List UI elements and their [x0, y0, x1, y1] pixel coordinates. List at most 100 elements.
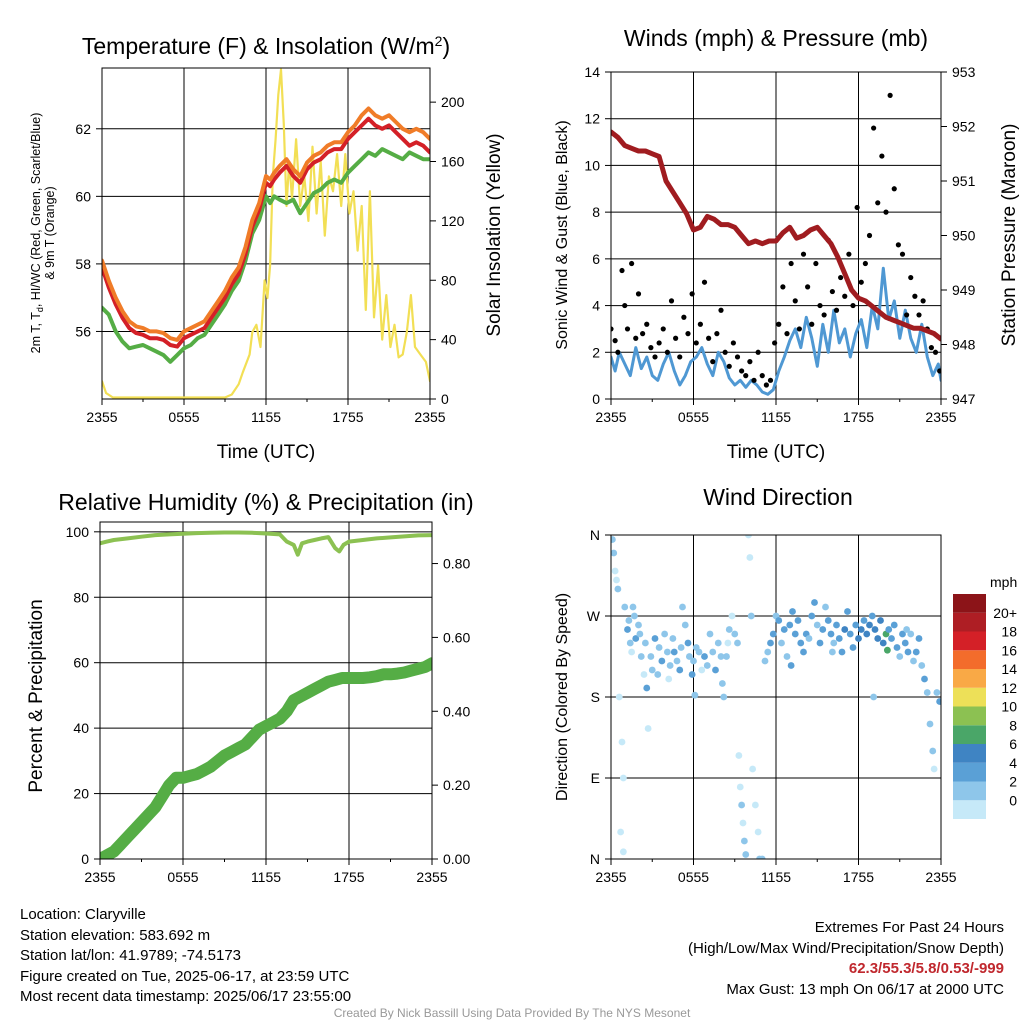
gust-point	[866, 232, 873, 239]
direction-point	[619, 774, 627, 782]
x-tick-label: 0555	[678, 409, 709, 425]
direction-point	[635, 621, 642, 629]
direction-point	[813, 621, 821, 629]
direction-point	[783, 653, 791, 660]
direction-point	[852, 621, 860, 629]
orange-series-line	[102, 106, 430, 342]
gust-point	[829, 288, 835, 295]
direction-point	[910, 657, 917, 665]
gust-point	[635, 291, 642, 297]
direction-point	[923, 689, 931, 696]
direction-point	[640, 671, 648, 678]
legend-swatch	[953, 612, 986, 632]
x-tick-label: 1155	[251, 869, 281, 885]
gust-point	[858, 279, 864, 285]
direction-point	[877, 617, 884, 624]
direction-point	[930, 765, 938, 773]
speed-legend-title: mph	[990, 574, 1017, 590]
direction-point	[824, 617, 832, 624]
direction-point	[691, 691, 699, 699]
gust-point	[800, 251, 807, 257]
direction-point	[684, 639, 692, 647]
direction-point	[841, 626, 849, 633]
gust-point	[656, 340, 662, 346]
direction-point	[787, 662, 795, 669]
speed-legend: 0 2 4 6 8 10 12 14 16 18 20+	[953, 594, 1017, 819]
direction-point	[632, 635, 640, 642]
direction-point	[811, 599, 818, 606]
y-tick-label: 10	[584, 157, 600, 173]
direction-point	[720, 693, 728, 701]
direction-point	[740, 837, 748, 845]
gust-point	[805, 284, 811, 290]
direction-point	[706, 630, 714, 638]
x-tick-label: 2355	[414, 409, 445, 425]
direction-point	[641, 639, 649, 647]
gust-point	[622, 302, 628, 309]
gust-point	[619, 267, 625, 274]
humidity-ylabel: Percent & Precipitation	[26, 599, 47, 792]
direction-point	[883, 646, 891, 654]
gust-point	[763, 382, 769, 388]
y-tick-label: 4	[592, 298, 600, 314]
direction-point	[731, 630, 739, 638]
humidity-title: Relative Humidity (%) & Precipitation (i…	[58, 489, 473, 515]
direction-point	[661, 630, 669, 638]
gust-point	[920, 298, 926, 304]
direction-point	[896, 653, 904, 660]
humidity-line	[100, 530, 432, 557]
direction-point	[797, 639, 805, 647]
direction-point	[626, 639, 634, 647]
direction-point	[698, 666, 706, 674]
direction-point	[714, 639, 722, 647]
gust-point	[739, 368, 745, 374]
direction-point	[907, 630, 915, 638]
gust-point	[664, 349, 670, 355]
direction-point	[630, 612, 638, 620]
direction-point	[736, 783, 744, 791]
gust-point	[871, 125, 877, 131]
legend-label: 10	[1001, 699, 1017, 715]
direction-point	[666, 662, 674, 669]
x-tick-label: 0555	[168, 409, 199, 425]
direction-point	[926, 720, 934, 728]
gust-point	[875, 200, 881, 206]
direction-point	[888, 635, 895, 642]
direction-point	[904, 648, 912, 656]
direction-point	[739, 819, 747, 827]
direction-point	[903, 626, 911, 633]
red-series-line	[102, 116, 430, 349]
x-tick-label: 2355	[595, 409, 626, 425]
station-elevation: Station elevation: 583.692 m	[20, 926, 211, 944]
y-tick-label: 60	[75, 188, 91, 204]
gust-point	[615, 349, 621, 355]
direction-point	[613, 576, 620, 584]
direction-point	[618, 738, 626, 746]
y2-tick-label: 160	[441, 154, 465, 170]
wind-speed-line	[611, 266, 941, 396]
gust-point	[912, 293, 918, 299]
legend-swatch	[953, 631, 986, 651]
gust-point	[891, 186, 897, 192]
gust-point	[767, 377, 774, 383]
gust-point	[673, 335, 679, 341]
direction-point	[651, 635, 659, 642]
extremes-max-gust: Max Gust: 13 mph On 06/17 at 2000 UTC	[726, 980, 1004, 998]
gust-point	[624, 326, 631, 332]
gust-point	[759, 373, 765, 379]
x-tick-label: 1155	[251, 409, 281, 425]
direction-point	[780, 626, 788, 633]
direction-title: Wind Direction	[703, 484, 853, 510]
direction-panel: Wind Direction 2355 0555 1155 1755 2355 N E S W N…	[554, 484, 1017, 885]
y2-tick-label: 120	[441, 213, 465, 229]
extremes-values: 62.3/55.3/5.8/0.53/-999	[848, 960, 1004, 977]
direction-point	[835, 635, 843, 642]
direction-point	[742, 851, 750, 858]
gust-point	[681, 314, 687, 320]
x-tick-label: 1755	[332, 409, 363, 425]
direction-point	[863, 630, 871, 638]
x-tick-label: 2355	[925, 869, 956, 885]
direction-point	[734, 639, 741, 647]
direction-point	[685, 653, 693, 660]
